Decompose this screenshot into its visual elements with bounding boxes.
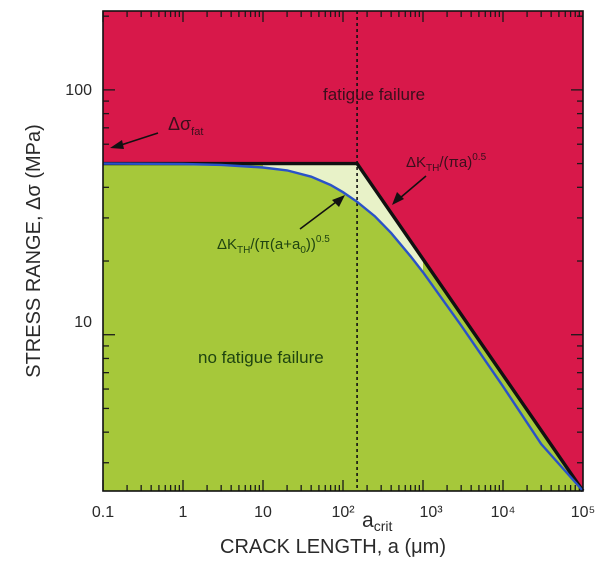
x-tick-labels: 0.1 1 10 10² 10³ 10⁴ 10⁵ <box>92 504 595 521</box>
y-axis-title: STRESS RANGE, Δσ (MPa) <box>23 124 45 378</box>
y-tick-label: 100 <box>65 82 92 99</box>
annotation-arrow-shaft <box>120 132 159 146</box>
y-tick-label: 10 <box>74 314 92 331</box>
transition-gap-region <box>263 163 423 273</box>
a-crit-label: acrit <box>362 509 392 534</box>
no-failure-region <box>103 163 583 491</box>
el-haddad-annotation: ΔKTH/(π(a+a0))0.5 <box>217 195 345 256</box>
x-tick-label: 10³ <box>419 504 443 521</box>
no-fatigue-failure-label: no fatigue failure <box>198 348 324 367</box>
fatigue-failure-label: fatigue failure <box>323 85 425 104</box>
x-axis-title: CRACK LENGTH, a (μm) <box>220 536 446 558</box>
x-tick-label: 0.1 <box>92 504 114 521</box>
x-tick-label: 10² <box>331 504 355 521</box>
el-haddad-label: ΔKTH/(π(a+a0))0.5 <box>217 234 330 256</box>
annotation-arrow-head <box>392 192 404 205</box>
annotation-arrow-shaft <box>299 201 337 230</box>
series-el-haddad-curve <box>102 162 584 492</box>
x-tick-label: 1 <box>179 504 188 521</box>
minor-ticks <box>103 11 583 491</box>
annotation-arrow-head <box>110 140 124 149</box>
x-tick-label: 10⁴ <box>491 504 516 521</box>
x-tick-label: 10⁵ <box>571 504 595 521</box>
x-tick-label: 10 <box>254 504 272 521</box>
lefm-line-label: ΔKTH/(πa)0.5 <box>406 152 487 174</box>
delta-sigma-fat-annotation: Δσfat <box>110 114 203 149</box>
plot-frame <box>102 10 584 492</box>
lefm-line-annotation: ΔKTH/(πa)0.5 <box>392 152 487 205</box>
annotation-arrow-head <box>332 195 345 207</box>
annotation-arrow-shaft <box>399 175 427 199</box>
delta-sigma-fat-label: Δσfat <box>168 114 203 138</box>
